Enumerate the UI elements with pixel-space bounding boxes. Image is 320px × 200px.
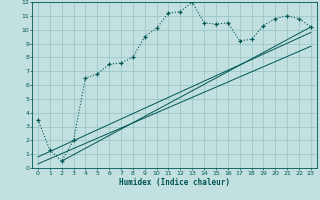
X-axis label: Humidex (Indice chaleur): Humidex (Indice chaleur) — [119, 178, 230, 187]
